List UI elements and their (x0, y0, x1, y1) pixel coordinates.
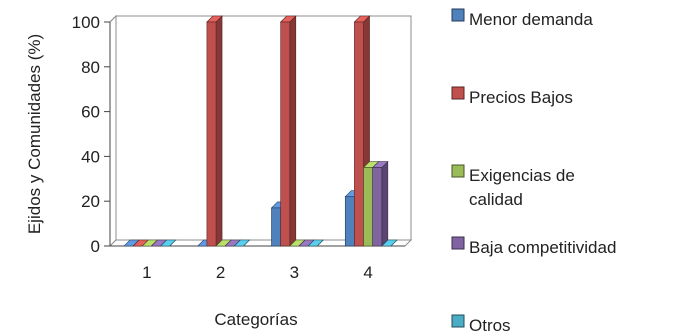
bar-precios-bajos-cat-3 (279, 15, 297, 247)
legend-label: Otros (469, 316, 511, 335)
x-tick-labels: 1 2 3 4 (142, 263, 373, 282)
y-tick-labels: 0 20 40 60 80 100 (72, 13, 100, 256)
x-tick-label: 1 (142, 263, 151, 282)
legend-label: Precios Bajos (469, 88, 573, 107)
y-tick-label: 60 (81, 103, 100, 122)
bar-top (233, 239, 251, 247)
bar-otros-cat-4 (381, 239, 398, 247)
legend-label: Exigencias de (469, 166, 575, 185)
legend-item-menor-demanda: Menor demanda (451, 8, 593, 29)
bar-otros-cat-3 (307, 239, 324, 247)
bar-top (381, 239, 398, 247)
bar-front (344, 196, 355, 247)
bar-front (363, 167, 373, 247)
bar-otros-cat-1 (159, 239, 177, 247)
side-wall (109, 14, 117, 248)
y-tick-label: 20 (81, 192, 100, 211)
bar-front (280, 21, 291, 247)
legend-swatch (451, 236, 465, 250)
x-tick-label: 2 (216, 263, 225, 282)
bar-side (215, 15, 223, 247)
bar-baja-competitividad-cat-4 (371, 160, 389, 247)
legend: Menor demanda Precios Bajos Exigencias de c… (451, 8, 616, 335)
legend-swatch (451, 164, 465, 178)
legend-item-otros: Otros (451, 314, 511, 335)
x-tick-label: 3 (290, 263, 299, 282)
bars (123, 15, 398, 247)
bar-top (307, 239, 324, 247)
bar-front (372, 167, 383, 247)
y-tick-label: 40 (81, 147, 100, 166)
y-tick-label: 100 (72, 13, 100, 32)
bar-side (289, 15, 297, 247)
bar-precios-bajos-cat-2 (206, 15, 223, 247)
y-tick-label: 0 (91, 237, 100, 256)
legend-swatch (451, 8, 465, 22)
y-axis-title: Ejidos y Comunidades (%) (25, 34, 44, 234)
legend-item-baja-competitividad: Baja competitividad (451, 236, 616, 257)
legend-item-exigencias-de-calidad: Exigencias de calidad (451, 164, 575, 209)
legend-swatch (451, 86, 465, 100)
x-tick-label: 4 (363, 263, 372, 282)
legend-label: calidad (469, 190, 523, 209)
legend-label: Menor demanda (469, 10, 593, 29)
bar-side (381, 160, 389, 247)
bar-front (206, 21, 217, 247)
bar-top (159, 239, 177, 247)
bar-otros-cat-2 (233, 239, 251, 247)
bar-front (354, 21, 364, 247)
y-tick-label: 80 (81, 58, 100, 77)
axes (104, 14, 413, 248)
legend-swatch (451, 314, 465, 328)
legend-label: Baja competitividad (469, 238, 616, 257)
bar-front (271, 207, 281, 247)
legend-item-precios-bajos: Precios Bajos (451, 86, 573, 107)
x-axis-title: Categorías (214, 310, 297, 329)
